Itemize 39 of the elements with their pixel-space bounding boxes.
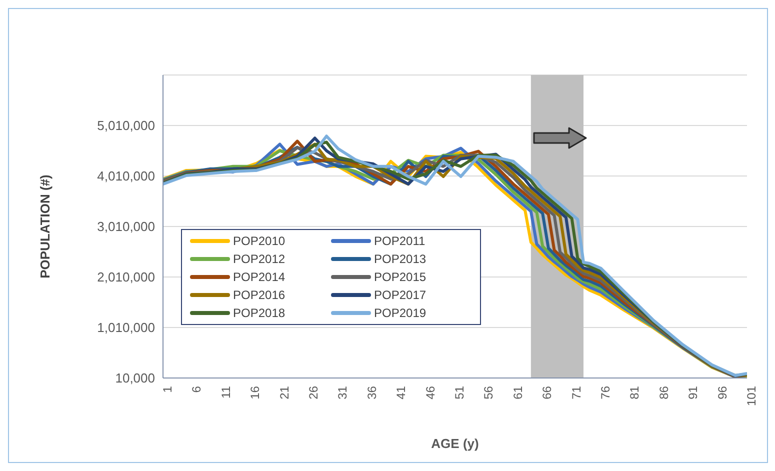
legend-label: POP2010 xyxy=(233,234,286,248)
x-tick-label: 71 xyxy=(569,386,584,400)
y-tick-label: 10,000 xyxy=(115,370,155,386)
x-tick-label: 31 xyxy=(336,386,350,400)
y-axis-title: POPULATION (#) xyxy=(38,174,53,278)
x-tick-label: 61 xyxy=(510,386,525,400)
x-tick-label: 16 xyxy=(248,386,262,400)
x-tick-label: 76 xyxy=(598,386,613,400)
x-tick-label: 36 xyxy=(364,386,379,400)
legend-label: POP2019 xyxy=(374,306,426,320)
legend-label: POP2015 xyxy=(374,270,426,284)
x-axis-title: AGE (y) xyxy=(431,436,479,451)
x-tick-label: 56 xyxy=(482,386,496,400)
x-tick-label: 101 xyxy=(744,386,759,406)
x-tick-label: 1 xyxy=(160,386,175,393)
legend-label: POP2018 xyxy=(233,306,286,320)
x-tick-label: 51 xyxy=(452,386,467,400)
legend-label: POP2014 xyxy=(233,270,286,284)
x-tick-label: 86 xyxy=(656,386,671,400)
x-tick-label: 46 xyxy=(423,386,438,400)
x-tick-label: 91 xyxy=(686,386,700,400)
legend-label: POP2013 xyxy=(374,252,426,266)
legend-label: POP2017 xyxy=(374,288,426,302)
x-tick-label: 26 xyxy=(306,386,321,400)
legend-label: POP2011 xyxy=(374,234,426,248)
x-tick-label: 41 xyxy=(394,386,408,400)
y-tick-label: 5,010,000 xyxy=(97,118,155,134)
x-tick-label: 66 xyxy=(540,386,554,400)
y-tick-label: 3,010,000 xyxy=(97,219,155,234)
legend-label: POP2012 xyxy=(233,252,286,266)
y-tick-label: 4,010,000 xyxy=(97,168,155,184)
x-tick-label: 21 xyxy=(277,386,292,400)
x-tick-label: 11 xyxy=(218,386,233,398)
y-tick-label: 2,010,000 xyxy=(97,270,155,285)
y-tick-label: 1,010,000 xyxy=(97,320,155,336)
x-tick-label: 96 xyxy=(715,386,730,400)
x-tick-label: 6 xyxy=(190,386,204,393)
x-tick-label: 81 xyxy=(628,386,642,400)
legend-label: POP2016 xyxy=(233,288,286,302)
